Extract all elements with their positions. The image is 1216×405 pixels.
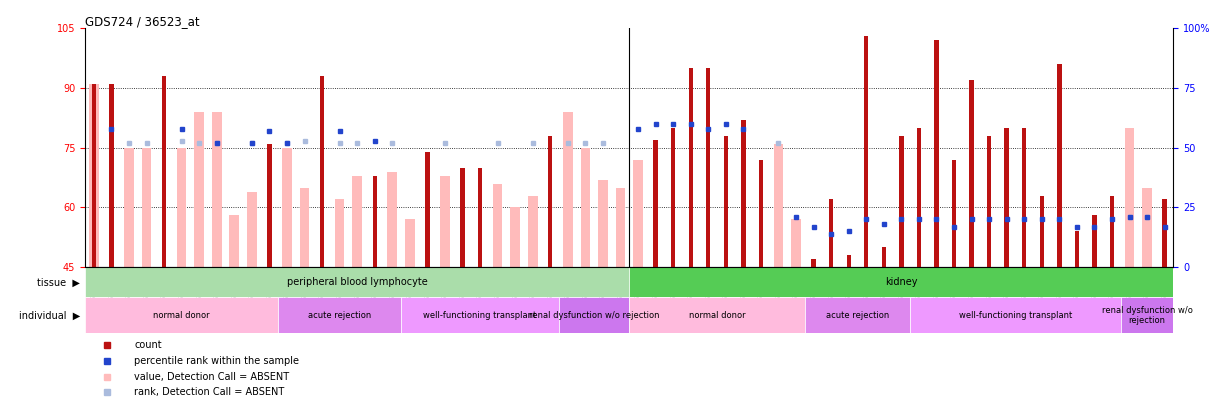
Text: acute rejection: acute rejection [308, 311, 371, 320]
Bar [230, 215, 240, 267]
Bar [934, 40, 939, 267]
Bar [1040, 196, 1045, 267]
Bar [461, 168, 465, 267]
Bar [1110, 196, 1114, 267]
Bar [829, 200, 833, 267]
Bar [792, 220, 801, 267]
Text: value, Detection Call = ABSENT: value, Detection Call = ABSENT [134, 371, 289, 382]
Bar [952, 160, 956, 267]
Bar [548, 136, 552, 267]
Text: normal donor: normal donor [688, 311, 745, 320]
Bar [212, 112, 221, 267]
Text: percentile rank within the sample: percentile rank within the sample [134, 356, 299, 366]
Text: normal donor: normal donor [153, 311, 210, 320]
Bar [1121, 297, 1173, 333]
Text: acute rejection: acute rejection [826, 311, 889, 320]
Bar [405, 220, 415, 267]
Bar [559, 297, 630, 333]
Bar [401, 297, 559, 333]
Bar [195, 112, 204, 267]
Bar [334, 200, 344, 267]
Text: count: count [134, 340, 162, 350]
Bar [653, 140, 658, 267]
Bar [511, 207, 520, 267]
Text: GDS724 / 36523_at: GDS724 / 36523_at [85, 15, 199, 28]
Bar [865, 36, 868, 267]
Bar [1142, 188, 1152, 267]
Text: kidney: kidney [885, 277, 918, 287]
Bar [85, 297, 278, 333]
Bar [162, 76, 167, 267]
Bar [563, 112, 573, 267]
Bar [598, 179, 608, 267]
Bar [773, 144, 783, 267]
Bar [492, 183, 502, 267]
Bar [247, 192, 257, 267]
Bar [89, 84, 98, 267]
Bar [724, 136, 728, 267]
Bar [109, 84, 113, 267]
Bar [706, 68, 710, 267]
Bar [388, 172, 398, 267]
Bar [176, 148, 186, 267]
Bar [85, 267, 630, 297]
Bar [987, 136, 991, 267]
Bar [671, 128, 675, 267]
Bar [440, 176, 450, 267]
Text: individual  ▶: individual ▶ [18, 310, 80, 320]
Bar [759, 160, 764, 267]
Bar [299, 188, 309, 267]
Bar [426, 152, 429, 267]
Bar [580, 148, 590, 267]
Bar [478, 168, 483, 267]
Bar [882, 247, 886, 267]
Text: renal dysfunction w/o
rejection: renal dysfunction w/o rejection [1102, 306, 1193, 325]
Bar [969, 80, 974, 267]
Bar [1075, 231, 1079, 267]
Bar [278, 297, 401, 333]
Bar [1162, 200, 1167, 267]
Bar [805, 297, 910, 333]
Bar [1021, 128, 1026, 267]
Bar [742, 120, 745, 267]
Bar [1057, 64, 1062, 267]
Bar [615, 188, 625, 267]
Bar [634, 160, 643, 267]
Bar [353, 176, 362, 267]
Bar [1004, 128, 1009, 267]
Text: well-functioning transplant: well-functioning transplant [959, 311, 1073, 320]
Bar [528, 196, 537, 267]
Bar [899, 136, 903, 267]
Bar [282, 148, 292, 267]
Text: renal dysfunction w/o rejection: renal dysfunction w/o rejection [529, 311, 659, 320]
Bar [320, 76, 325, 267]
Text: tissue  ▶: tissue ▶ [36, 277, 80, 287]
Bar [372, 176, 377, 267]
Text: peripheral blood lymphocyte: peripheral blood lymphocyte [287, 277, 428, 287]
Bar [846, 255, 851, 267]
Text: well-functioning transplant: well-functioning transplant [423, 311, 536, 320]
Bar [1092, 215, 1097, 267]
Bar [124, 148, 134, 267]
Bar [1125, 128, 1135, 267]
Bar [630, 297, 805, 333]
Bar [268, 144, 271, 267]
Bar [630, 267, 1173, 297]
Bar [688, 68, 693, 267]
Bar [910, 297, 1121, 333]
Bar [917, 128, 921, 267]
Text: rank, Detection Call = ABSENT: rank, Detection Call = ABSENT [134, 388, 285, 397]
Bar [91, 84, 96, 267]
Bar [142, 148, 151, 267]
Bar [811, 259, 816, 267]
